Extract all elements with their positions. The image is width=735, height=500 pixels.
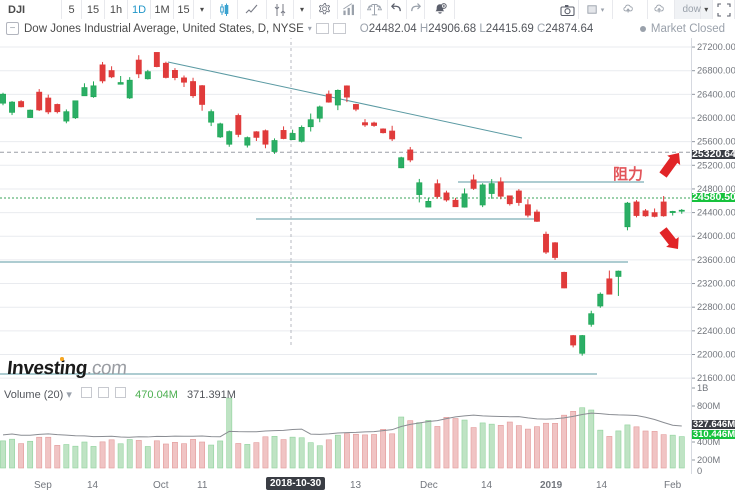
svg-text:25600.00: 25600.00 — [697, 137, 735, 147]
svg-text:21600.00: 21600.00 — [697, 373, 735, 383]
svg-text:23200.00: 23200.00 — [697, 279, 735, 289]
svg-text:200M: 200M — [697, 455, 720, 465]
svg-text:24400.00: 24400.00 — [697, 208, 735, 218]
svg-text:22800.00: 22800.00 — [697, 302, 735, 312]
svg-text:22000.00: 22000.00 — [697, 349, 735, 359]
svg-text:800M: 800M — [697, 401, 720, 411]
svg-text:23600.00: 23600.00 — [697, 255, 735, 265]
svg-text:27200.00: 27200.00 — [697, 42, 735, 52]
svg-text:阻力: 阻力 — [613, 165, 643, 183]
svg-text:25200.00: 25200.00 — [697, 160, 735, 170]
svg-text:24000.00: 24000.00 — [697, 231, 735, 241]
svg-text:26400.00: 26400.00 — [697, 89, 735, 99]
svg-text:26800.00: 26800.00 — [697, 66, 735, 76]
svg-text:22400.00: 22400.00 — [697, 326, 735, 336]
svg-text:1B: 1B — [697, 383, 708, 393]
svg-text:26000.00: 26000.00 — [697, 113, 735, 123]
